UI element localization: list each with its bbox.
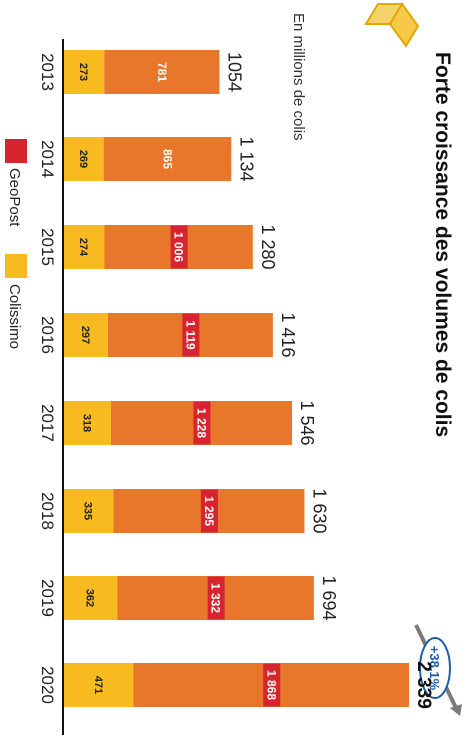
bar-geopost-2014 xyxy=(103,137,232,181)
growth-badge: +38,1% xyxy=(414,624,462,716)
label-bg-geopost-2016 xyxy=(182,313,200,357)
label-bg-geopost-2019 xyxy=(207,576,225,620)
label-total-2018: 1 630 xyxy=(309,488,329,533)
label-colissimo-2014: 269 xyxy=(77,150,89,168)
label-geopost-2020: 1 868 xyxy=(264,670,278,700)
label-bg-geopost-2017 xyxy=(193,401,211,445)
label-colissimo-2017: 318 xyxy=(80,414,92,432)
growth-badge-ellipse xyxy=(419,637,451,699)
label-total-2020: 2 339 xyxy=(413,661,434,709)
label-total-2013: 1054 xyxy=(224,52,244,92)
bar-colissimo-2014 xyxy=(63,137,104,181)
label-geopost-2014: 865 xyxy=(160,149,174,169)
x-tick-2017: 2017 xyxy=(38,404,57,442)
bar-colissimo-2017 xyxy=(64,401,111,445)
growth-badge-label: +38,1% xyxy=(427,646,442,691)
label-geopost-2018: 1 295 xyxy=(202,496,216,526)
x-tick-2013: 2013 xyxy=(38,53,57,91)
growth-arrow-head xyxy=(450,704,462,716)
label-colissimo-2020: 471 xyxy=(92,676,104,694)
bar-colissimo-2015 xyxy=(64,225,105,269)
chart-title: Forte croissance des volumes de colis xyxy=(431,52,454,437)
x-tick-2018: 2018 xyxy=(38,492,57,530)
x-tick-2014: 2014 xyxy=(38,140,57,178)
x-tick-2015: 2015 xyxy=(38,228,57,266)
bar-colissimo-2016 xyxy=(63,313,108,357)
label-colissimo-2015: 274 xyxy=(77,238,89,257)
legend: GeoPost Colissimo xyxy=(5,139,27,349)
label-total-2014: 1 134 xyxy=(236,136,256,181)
chart-subtitle: En millions de colis xyxy=(290,13,307,141)
bar-colissimo-2019 xyxy=(63,576,118,620)
label-geopost-2019: 1 332 xyxy=(209,583,223,613)
legend-swatch-geopost xyxy=(5,139,27,163)
legend-label-geopost: GeoPost xyxy=(6,168,23,227)
label-colissimo-2013: 273 xyxy=(77,63,89,81)
label-geopost-2016: 1 119 xyxy=(183,320,197,350)
label-bg-geopost-2020 xyxy=(263,663,281,707)
label-colissimo-2019: 362 xyxy=(84,589,96,607)
label-total-2019: 1 694 xyxy=(319,575,339,620)
label-total-2016: 1 416 xyxy=(278,312,298,357)
label-bg-geopost-2015 xyxy=(170,225,188,269)
x-tick-2019: 2019 xyxy=(38,579,57,617)
bar-colissimo-2018 xyxy=(64,489,114,533)
label-total-2015: 1 280 xyxy=(258,224,278,269)
label-colissimo-2018: 335 xyxy=(82,502,94,520)
x-tick-2016: 2016 xyxy=(38,316,57,354)
bar-colissimo-2020 xyxy=(64,663,134,707)
bar-colissimo-2013 xyxy=(63,50,105,94)
x-tick-2020: 2020 xyxy=(38,666,57,704)
label-bg-geopost-2018 xyxy=(200,489,218,533)
bar-geopost-2013 xyxy=(104,50,220,94)
box-icon xyxy=(364,2,420,48)
label-geopost-2015: 1 006 xyxy=(172,232,186,262)
label-total-2017: 1 546 xyxy=(297,400,317,445)
label-colissimo-2016: 297 xyxy=(79,326,91,344)
label-geopost-2013: 781 xyxy=(155,62,169,82)
label-geopost-2017: 1 228 xyxy=(194,408,208,438)
legend-label-colissimo: Colissimo xyxy=(6,284,23,349)
legend-swatch-colissimo xyxy=(5,254,27,278)
